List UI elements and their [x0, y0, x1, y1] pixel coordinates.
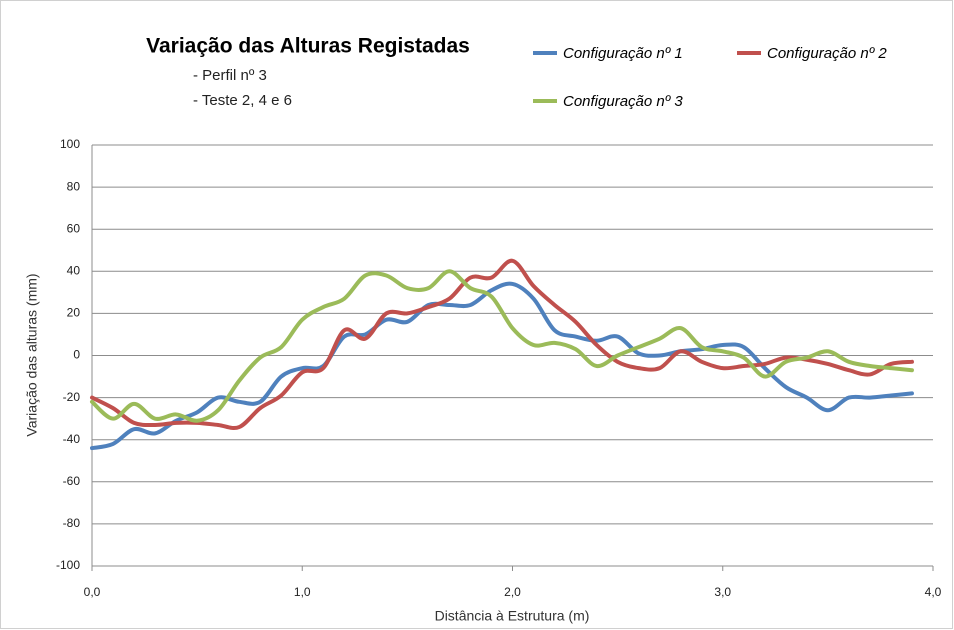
legend-label: Configuração nº 1: [563, 45, 683, 62]
chart-subtitle: - Perfil nº 3: [193, 67, 267, 84]
y-tick-label: -60: [63, 474, 81, 488]
y-tick-label: 40: [67, 263, 81, 277]
y-tick-label: -80: [63, 516, 81, 530]
y-tick-label: -40: [63, 432, 81, 446]
chart-subtitle: - Teste 2, 4 e 6: [193, 92, 292, 109]
y-tick-label: 20: [67, 306, 81, 320]
x-tick-label: 2,0: [504, 585, 521, 599]
series-line: [90, 258, 914, 431]
y-tick-label: 80: [67, 179, 81, 193]
x-axis-label: Distância à Estrutura (m): [435, 608, 590, 624]
y-tick-label: 100: [60, 137, 80, 151]
x-tick-label: 4,0: [925, 585, 942, 599]
y-tick-label: 0: [73, 348, 80, 362]
legend-label: Configuração nº 2: [767, 45, 887, 62]
x-tick-label: 3,0: [714, 585, 731, 599]
y-axis-label: Variação das alturas (mm): [24, 273, 40, 436]
x-tick-label: 0,0: [84, 585, 101, 599]
y-tick-label: -20: [63, 390, 81, 404]
legend-label: Configuração nº 3: [563, 93, 683, 110]
series-line: [90, 269, 914, 423]
y-tick-label: 60: [67, 221, 81, 235]
chart-title: Variação das Alturas Registadas: [146, 35, 470, 58]
x-tick-label: 1,0: [294, 585, 311, 599]
y-tick-label: -100: [56, 558, 80, 572]
